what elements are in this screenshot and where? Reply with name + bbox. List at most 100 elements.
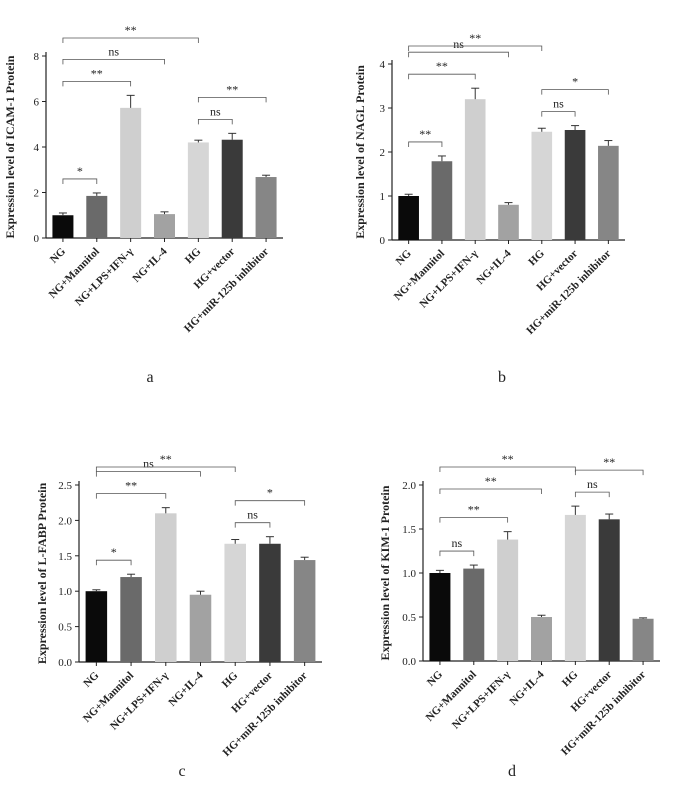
panel-letter: d xyxy=(508,763,516,780)
significance-bracket xyxy=(62,80,132,87)
significance-bracket xyxy=(439,466,576,472)
bar-4 xyxy=(187,142,209,238)
significance-bracket xyxy=(439,517,509,523)
significance-bracket xyxy=(62,58,165,65)
significance-bracket xyxy=(197,118,233,125)
bar-0 xyxy=(429,573,451,661)
significance-bracket xyxy=(408,45,543,51)
bar-2 xyxy=(497,539,519,661)
y-tick-label: 2 xyxy=(380,147,386,159)
significance-bracket xyxy=(95,559,132,566)
bar-0 xyxy=(398,196,419,240)
y-axis-label: Expression level of NAGL Protein xyxy=(353,65,367,239)
y-tick-label: 0.0 xyxy=(402,656,416,668)
significance-bracket xyxy=(408,73,476,80)
y-tick-label: 2.5 xyxy=(58,480,72,492)
y-tick-label: 8 xyxy=(34,51,40,63)
y-tick-label: 0.5 xyxy=(58,622,72,634)
significance-label: ** xyxy=(469,31,481,45)
significance-label: ns xyxy=(553,97,564,111)
bar-4 xyxy=(224,543,246,662)
significance-bracket xyxy=(439,488,542,494)
bar-0 xyxy=(52,215,74,238)
significance-bracket xyxy=(574,491,610,498)
significance-label: * xyxy=(572,75,578,89)
bar-3 xyxy=(531,617,552,661)
bar-5 xyxy=(259,543,281,662)
significance-bracket xyxy=(95,493,167,499)
y-tick-label: 4 xyxy=(34,142,40,154)
y-tick-label: 4 xyxy=(380,59,386,71)
bar-4 xyxy=(564,514,586,661)
significance-label: ns xyxy=(453,37,464,51)
significance-bracket xyxy=(234,500,306,506)
y-tick-label: 0 xyxy=(380,235,386,247)
bar-5 xyxy=(221,139,243,238)
significance-label: ** xyxy=(125,479,137,493)
significance-label: ** xyxy=(502,452,514,466)
significance-label: ** xyxy=(125,23,137,37)
significance-label: ns xyxy=(587,477,598,491)
bar-2 xyxy=(155,513,177,662)
bar-1 xyxy=(120,577,142,662)
bar-6 xyxy=(632,618,654,661)
bar-6 xyxy=(255,177,277,238)
y-tick-label: 3 xyxy=(380,103,386,115)
y-tick-label: 1.0 xyxy=(58,586,72,598)
significance-bracket xyxy=(439,550,475,557)
y-tick-label: 1 xyxy=(380,191,386,203)
y-tick-label: 1.0 xyxy=(402,568,416,580)
significance-label: ns xyxy=(452,536,463,550)
significance-bracket xyxy=(408,141,443,147)
bar-1 xyxy=(431,161,453,240)
significance-label: ** xyxy=(603,455,615,469)
significance-bracket xyxy=(95,466,236,472)
bar-3 xyxy=(189,594,212,662)
significance-label: ** xyxy=(485,474,497,488)
bar-2 xyxy=(464,99,486,240)
y-tick-label: 0 xyxy=(34,233,40,245)
y-axis-label: Expression level of L-FABP Protein xyxy=(35,483,49,665)
significance-label: ** xyxy=(436,59,448,73)
significance-bracket xyxy=(574,469,644,476)
significance-label: ns xyxy=(143,457,154,471)
bar-6 xyxy=(293,560,316,662)
significance-bracket xyxy=(541,111,576,117)
bar-5 xyxy=(598,519,620,661)
bar-6 xyxy=(598,145,619,240)
significance-bracket xyxy=(197,96,267,103)
y-tick-label: 1.5 xyxy=(58,551,72,563)
bar-5 xyxy=(564,130,586,240)
y-tick-label: 2.0 xyxy=(58,515,72,527)
significance-label: ** xyxy=(91,66,103,80)
bar-2 xyxy=(120,107,142,239)
significance-label: ** xyxy=(160,452,172,466)
y-axis-label: Expression level of ICAM-1 Protein xyxy=(3,55,17,238)
panel-letter: a xyxy=(146,369,153,386)
significance-bracket xyxy=(95,471,201,477)
significance-bracket xyxy=(234,522,271,528)
significance-label: * xyxy=(77,164,83,178)
significance-label: ** xyxy=(419,127,431,141)
significance-bracket xyxy=(62,178,98,184)
panel-letter: b xyxy=(498,369,506,386)
y-axis-label: Expression level of KIM-1 Protein xyxy=(378,485,392,660)
significance-label: * xyxy=(267,486,273,500)
y-tick-label: 6 xyxy=(34,97,40,109)
y-tick-label: 0.5 xyxy=(402,612,416,624)
significance-bracket xyxy=(62,37,199,43)
bar-4 xyxy=(531,131,553,240)
y-tick-label: 0.0 xyxy=(58,657,72,669)
panel-letter: c xyxy=(178,763,185,780)
y-tick-label: 1.5 xyxy=(402,524,416,536)
y-tick-label: 2 xyxy=(34,188,40,200)
significance-bracket xyxy=(408,51,509,58)
bar-1 xyxy=(86,195,108,238)
significance-label: ** xyxy=(226,82,238,96)
significance-label: ** xyxy=(468,503,480,517)
significance-label: ns xyxy=(108,44,119,58)
significance-label: ns xyxy=(247,508,258,522)
y-tick-label: 2.0 xyxy=(402,480,416,492)
bar-0 xyxy=(85,591,108,662)
